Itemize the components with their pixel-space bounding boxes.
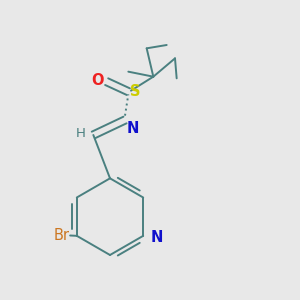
Text: Br: Br bbox=[53, 228, 70, 243]
Text: O: O bbox=[91, 73, 103, 88]
Text: S: S bbox=[130, 83, 140, 98]
Text: N: N bbox=[151, 230, 163, 245]
Text: H: H bbox=[76, 127, 86, 140]
Text: N: N bbox=[127, 121, 140, 136]
